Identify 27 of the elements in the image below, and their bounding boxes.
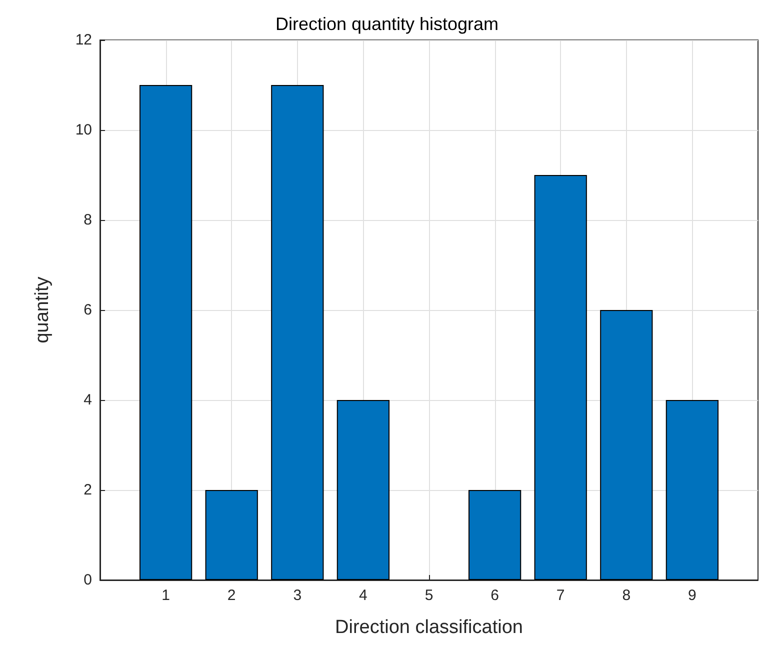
x-tick-label: 8 (622, 587, 631, 604)
bar (600, 310, 653, 580)
bar (271, 85, 324, 580)
x-tick-label: 6 (490, 587, 499, 604)
x-tick-label: 5 (424, 587, 434, 604)
x-tick-label: 7 (556, 587, 565, 604)
x-tick-label: 1 (162, 587, 170, 604)
y-tick-label: 0 (84, 572, 92, 588)
x-tick-label: 4 (359, 587, 368, 604)
y-tick-label: 4 (84, 392, 92, 408)
y-tick-label: 10 (75, 122, 92, 138)
x-axis-title: Direction classification (335, 617, 523, 638)
y-axis-title: quantity (32, 276, 53, 344)
bar (205, 490, 258, 580)
y-tick-label: 2 (84, 482, 92, 498)
y-tick-label: 6 (84, 302, 92, 318)
y-tick-label: 12 (75, 32, 92, 48)
y-tick-label: 8 (84, 212, 92, 228)
x-tick-label: 2 (227, 587, 236, 604)
bar (139, 85, 192, 580)
x-tick-label: 3 (293, 587, 302, 604)
bar (468, 490, 522, 580)
chart-title: Direction quantity histogram (275, 14, 499, 34)
bar (534, 175, 587, 580)
bar (336, 400, 390, 580)
x-tick-label: 9 (688, 587, 696, 604)
bar (666, 400, 719, 580)
